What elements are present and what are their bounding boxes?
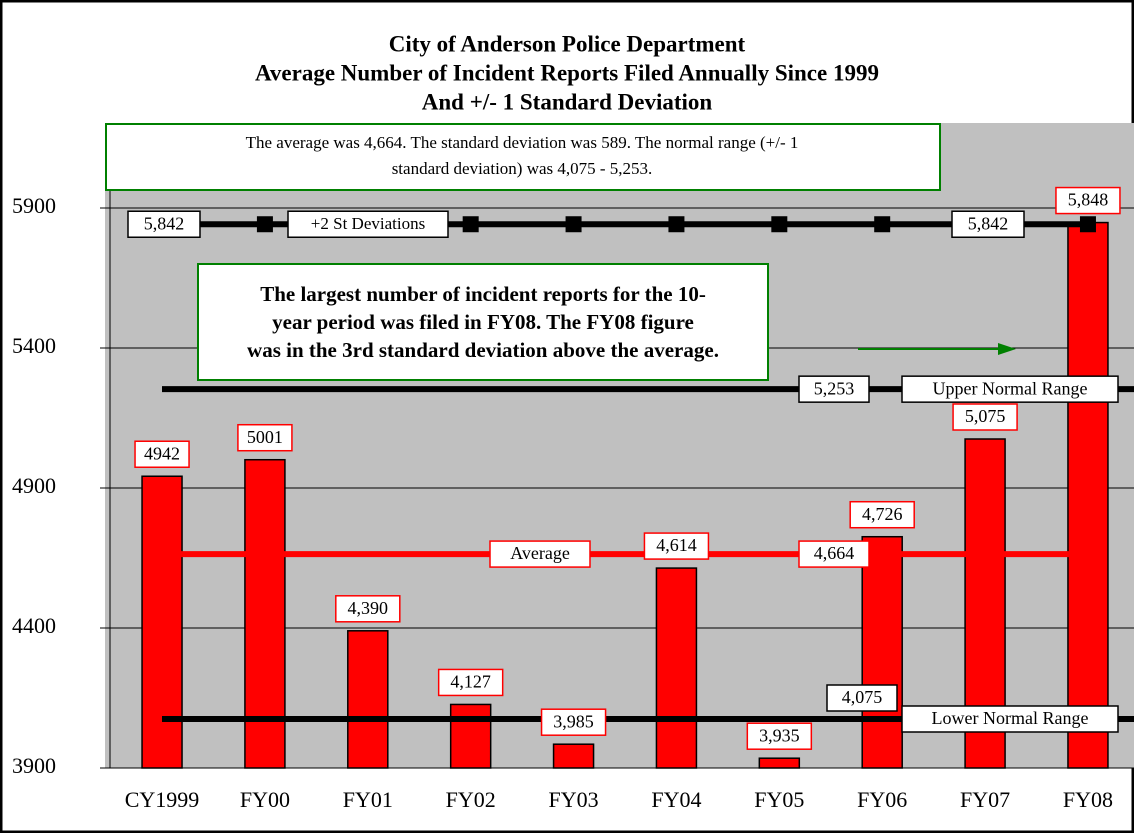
y-tick-label: 3900 (12, 753, 56, 778)
y-tick-label: 5400 (12, 333, 56, 358)
reference-value-label-box (951, 210, 1025, 238)
bar (347, 630, 389, 769)
annotation-arrowhead (998, 343, 1016, 355)
value-label: 5001 (247, 427, 283, 447)
annotation: was in the 3rd standard deviation above … (247, 338, 719, 362)
annotation-box (197, 263, 769, 381)
reference-value-label: 5,253 (814, 378, 855, 398)
x-tick-label: CY1999 (125, 787, 200, 812)
x-tick-label: FY01 (343, 787, 393, 812)
line-marker (771, 216, 788, 233)
reference-value-label-box (798, 540, 870, 568)
chart-title: City of Anderson Police Department (389, 31, 746, 56)
bar (758, 757, 801, 769)
value-label: 4942 (144, 443, 180, 463)
x-tick-label: FY04 (651, 787, 701, 812)
reference-value-label: 5,842 (968, 213, 1009, 233)
line-marker (565, 216, 582, 233)
y-tick-label: 4400 (12, 613, 56, 638)
chart-title: And +/- 1 Standard Deviation (422, 89, 713, 114)
x-tick-label: FY00 (240, 787, 290, 812)
value-label: 5,075 (965, 406, 1006, 426)
reference-name-label-box (287, 210, 449, 238)
value-label: 4,614 (656, 535, 697, 555)
reference-name-label-box (489, 540, 591, 568)
line-marker (874, 216, 891, 233)
reference-name-label-box (901, 375, 1119, 403)
line-marker (462, 216, 479, 233)
value-label-box (237, 423, 293, 452)
x-tick-label: FY05 (754, 787, 804, 812)
reference-value-label: 4,075 (842, 687, 883, 707)
value-label-box (952, 403, 1018, 431)
line-marker (256, 216, 273, 233)
bar (861, 535, 903, 769)
value-label: 4,726 (862, 504, 903, 524)
annotation-box (105, 123, 941, 191)
x-tick-label: FY08 (1063, 787, 1113, 812)
value-label: 4,127 (450, 672, 491, 692)
reference-name-label-box (901, 705, 1119, 733)
reference-value-label: 4,664 (814, 543, 855, 563)
value-label-box (643, 532, 710, 560)
reference-name-label: Lower Normal Range (932, 708, 1089, 728)
value-label-box (1055, 186, 1121, 215)
line-marker (1079, 216, 1096, 233)
reference-name-label: Upper Normal Range (933, 378, 1088, 398)
reference-value-label-box (826, 684, 898, 712)
annotation: standard deviation) was 4,075 - 5,253. (392, 159, 653, 178)
line-marker (668, 216, 685, 233)
bar (141, 475, 183, 769)
value-label-box (335, 595, 401, 623)
annotation: year period was filed in FY08. The FY08 … (272, 310, 694, 334)
reference-value-label-box (127, 210, 201, 238)
x-tick-label: FY03 (548, 787, 598, 812)
x-tick-label: FY06 (857, 787, 907, 812)
value-label-box (849, 500, 915, 529)
reference-name-label: Average (510, 543, 570, 563)
annotation: The largest number of incident reports f… (260, 282, 706, 306)
reference-value-label: 5,842 (144, 213, 185, 233)
bar (1067, 221, 1109, 769)
reference-name-label: +2 St Deviations (311, 214, 425, 233)
x-tick-label: FY02 (446, 787, 496, 812)
reference-value-label-box (798, 375, 870, 403)
bar (655, 567, 698, 769)
bar (552, 743, 595, 769)
bar (449, 703, 492, 769)
value-label-box (134, 440, 190, 468)
value-label: 3,985 (553, 711, 594, 731)
x-tick-label: FY07 (960, 787, 1010, 812)
annotation: The average was 4,664. The standard devi… (246, 133, 799, 152)
value-label-box (540, 708, 607, 736)
y-tick-label: 5900 (12, 193, 56, 218)
value-label: 3,935 (759, 725, 800, 745)
value-label-box (437, 668, 504, 697)
value-label: 5,848 (1068, 190, 1109, 210)
chart-title: Average Number of Incident Reports Filed… (255, 60, 879, 85)
value-label-box (746, 722, 813, 750)
value-label: 4,390 (348, 598, 389, 618)
y-tick-label: 4900 (12, 473, 56, 498)
